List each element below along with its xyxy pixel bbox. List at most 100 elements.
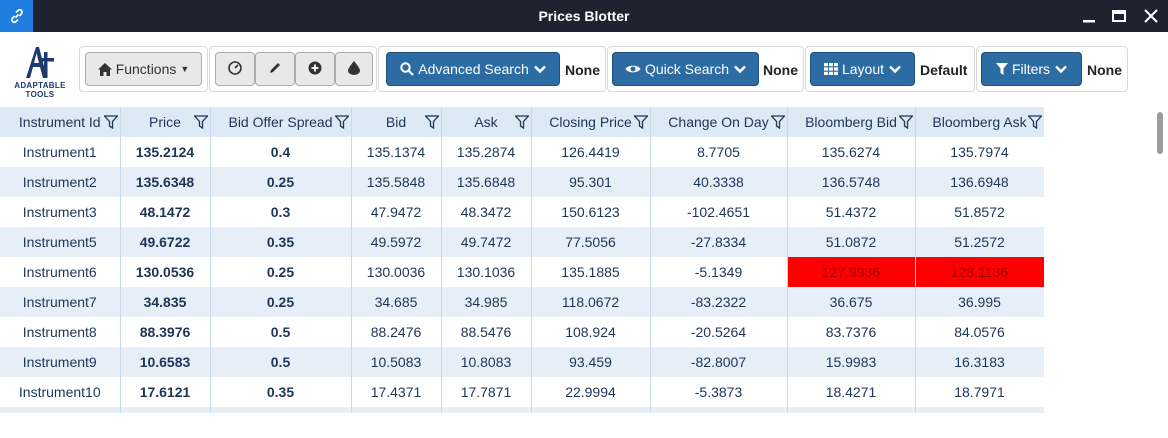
table-cell: 18.4271 — [787, 377, 916, 407]
table-cell: 95.301 — [531, 167, 651, 197]
table-cell: 88.2476 — [351, 317, 442, 347]
table-row[interactable]: Instrument5 49.6722 0.35 49.5972 49.7472 77.5… — [0, 227, 1044, 257]
table-cell: 88.3976 — [120, 317, 211, 347]
logo-caption: ADAPTABLE TOOLS — [14, 81, 66, 99]
table-row[interactable]: Instrument2 135.6348 0.25 135.5848 135.6848 9… — [0, 167, 1044, 197]
column-header[interactable]: Change On Day — [650, 107, 788, 137]
functions-panel: Functions ▼ — [79, 46, 208, 92]
table-row[interactable]: Instrument8 88.3976 0.5 88.2476 88.5476 108.9… — [0, 317, 1044, 347]
column-filter-icon[interactable] — [769, 115, 786, 130]
table-cell: 0.25 — [210, 287, 352, 317]
column-header-label: Bid Offer Spread — [228, 114, 333, 130]
table-cell: 49.7472 — [441, 227, 532, 257]
filters-label: Filters — [1011, 61, 1051, 77]
column-filter-icon[interactable] — [1026, 115, 1043, 130]
table-cell: 0.35 — [210, 377, 352, 407]
table-cell: Instrument7 — [0, 287, 121, 317]
table-cell: 136.5748 — [787, 167, 916, 197]
column-filter-icon[interactable] — [333, 115, 350, 130]
chevron-down-icon — [734, 61, 746, 77]
table-cell — [120, 407, 211, 413]
add-button[interactable] — [295, 52, 335, 86]
table-cell: 135.6848 — [441, 167, 532, 197]
layout-panel: Layout Default — [805, 46, 975, 92]
table-cell: 135.6348 — [120, 167, 211, 197]
column-filter-icon[interactable] — [423, 115, 440, 130]
table-cell: 0.5 — [210, 347, 352, 377]
table-row[interactable]: Instrument6 130.0536 0.25 130.0036 130.1036 1… — [0, 257, 1044, 287]
table-cell: 135.1885 — [531, 257, 651, 287]
column-header[interactable]: Bid — [351, 107, 442, 137]
column-header[interactable]: Closing Price — [531, 107, 651, 137]
column-header[interactable]: Ask — [441, 107, 532, 137]
table-row[interactable]: Instrument1 135.2124 0.4 135.1374 135.2874 12… — [0, 137, 1044, 167]
table-cell: -20.5264 — [650, 317, 788, 347]
column-header-label: Bloomberg Bid — [805, 114, 897, 130]
prices-table: Instrument Id Price Bid Offer Spread Bid Ask… — [0, 107, 1044, 413]
table-cell: -27.8334 — [650, 227, 788, 257]
plus-circle-icon — [308, 61, 322, 78]
table-cell: 84.0576 — [915, 317, 1044, 347]
column-header[interactable]: Bid Offer Spread — [210, 107, 352, 137]
filters-button[interactable]: Filters — [981, 52, 1082, 86]
advanced-search-value: None — [565, 62, 600, 78]
table-cell — [915, 407, 1044, 413]
dashboard-button[interactable] — [215, 52, 255, 86]
table-cell: -82.8007 — [650, 347, 788, 377]
table-row[interactable]: Instrument9 10.6583 0.5 10.5083 10.8083 93.45… — [0, 347, 1044, 377]
table-row[interactable]: Instrument7 34.835 0.25 34.685 34.985 118.067… — [0, 287, 1044, 317]
table-row-partial — [0, 407, 1044, 413]
table-cell: 16.3183 — [915, 347, 1044, 377]
table-cell: 130.1036 — [441, 257, 532, 287]
table-cell: 34.685 — [351, 287, 442, 317]
table-cell: 130.0536 — [120, 257, 211, 287]
column-header[interactable]: Price — [120, 107, 211, 137]
table-cell: 17.7871 — [441, 377, 532, 407]
chevron-down-icon — [533, 61, 546, 77]
table-cell: 36.675 — [787, 287, 916, 317]
vertical-scrollbar[interactable] — [1157, 112, 1163, 154]
table-cell: 135.6274 — [787, 137, 916, 167]
color-button[interactable] — [335, 52, 373, 86]
column-header[interactable]: Instrument Id — [0, 107, 121, 137]
close-icon[interactable] — [1139, 4, 1163, 28]
column-filter-icon[interactable] — [102, 115, 119, 130]
layout-button[interactable]: Layout — [810, 52, 915, 86]
column-filter-icon[interactable] — [632, 115, 649, 130]
column-filter-icon[interactable] — [192, 115, 209, 130]
edit-button[interactable] — [255, 52, 295, 86]
maximize-icon[interactable] — [1107, 4, 1131, 28]
quick-search-button[interactable]: Quick Search — [612, 52, 759, 86]
alert-cell: 128.1136 — [915, 257, 1044, 287]
table-cell: Instrument3 — [0, 197, 121, 227]
alert-cell: 127.9936 — [787, 257, 916, 287]
table-cell: 0.35 — [210, 227, 352, 257]
column-header-label: Change On Day — [668, 114, 769, 130]
table-cell: 48.1472 — [120, 197, 211, 227]
table-cell — [787, 407, 916, 413]
column-header[interactable]: Bloomberg Bid — [787, 107, 916, 137]
link-icon[interactable] — [0, 0, 33, 32]
table-cell: 0.25 — [210, 167, 352, 197]
table-cell: 10.8083 — [441, 347, 532, 377]
advanced-search-button[interactable]: Advanced Search — [386, 52, 560, 86]
table-cell: 77.5056 — [531, 227, 651, 257]
table-row[interactable]: Instrument10 17.6121 0.35 17.4371 17.7871 22.… — [0, 377, 1044, 407]
table-row[interactable]: Instrument3 48.1472 0.3 47.9472 48.3472 150.6… — [0, 197, 1044, 227]
gauge-icon — [228, 60, 242, 78]
table-cell: 118.0672 — [531, 287, 651, 317]
table-cell — [650, 407, 788, 413]
table-cell: 135.1374 — [351, 137, 442, 167]
table-cell: 40.3338 — [650, 167, 788, 197]
column-header-label: Price — [149, 114, 181, 130]
column-header[interactable]: Bloomberg Ask — [915, 107, 1044, 137]
table-cell: -83.2322 — [650, 287, 788, 317]
column-filter-icon[interactable] — [513, 115, 530, 130]
table-cell: 51.0872 — [787, 227, 916, 257]
quick-search-value: None — [763, 62, 798, 78]
column-filter-icon[interactable] — [897, 115, 914, 130]
quick-search-label: Quick Search — [644, 61, 730, 77]
grid-body: Instrument1 135.2124 0.4 135.1374 135.2874 12… — [0, 137, 1044, 413]
minimize-icon[interactable] — [1077, 4, 1101, 28]
functions-button[interactable]: Functions ▼ — [85, 52, 202, 86]
